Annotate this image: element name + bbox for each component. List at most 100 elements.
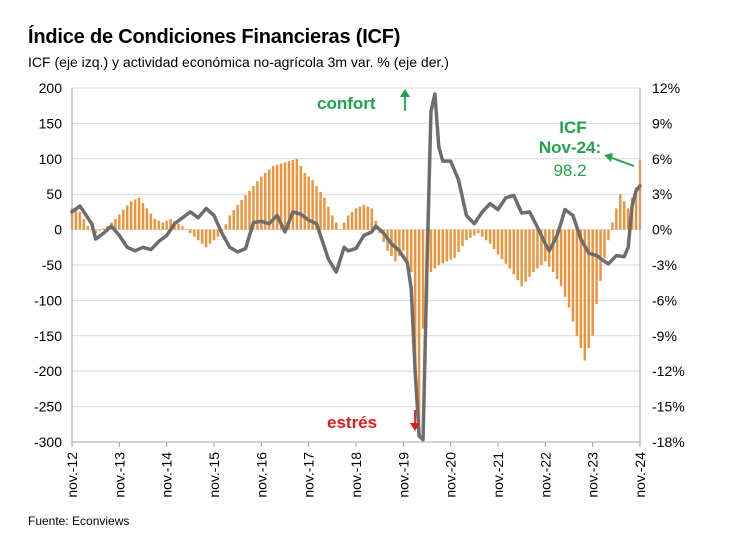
icf-bar — [236, 204, 239, 230]
icf-bar — [358, 206, 362, 230]
icf-bar — [603, 229, 606, 258]
icf-bar — [437, 229, 441, 265]
icf-bar — [268, 169, 271, 230]
y-left-tick-label: 150 — [39, 115, 63, 131]
x-tick-label: nov.-15 — [206, 452, 222, 498]
icf-bar — [161, 222, 164, 230]
icf-bar — [331, 215, 334, 230]
icf-bar — [571, 229, 575, 322]
icf-bar — [477, 229, 480, 234]
icf-bar — [275, 164, 279, 230]
x-tick-label: nov.-17 — [301, 452, 317, 498]
icf-bar — [421, 229, 425, 329]
icf-bar — [563, 229, 567, 297]
icf-bar — [520, 229, 523, 287]
y-left-tick-label: 100 — [39, 151, 63, 167]
icf-bar — [197, 229, 200, 241]
icf-bar — [157, 220, 161, 230]
icf-bar — [540, 229, 543, 265]
icf-bar — [94, 229, 97, 234]
icf-bar — [528, 229, 531, 277]
icf-bar — [169, 218, 172, 230]
icf-bar — [362, 204, 366, 230]
y-right-tick-label: 9% — [652, 115, 672, 131]
icf-bar — [244, 195, 247, 230]
icf-bar — [307, 176, 310, 230]
icf-bar — [406, 229, 409, 262]
y-right-tick-label: -12% — [652, 363, 685, 379]
icf-bar — [469, 229, 472, 238]
x-tick-label: nov.-14 — [159, 452, 175, 498]
x-tick-label: nov.-13 — [111, 452, 127, 498]
icf-bar — [398, 229, 401, 257]
icf-bar — [287, 161, 291, 230]
icf-bar — [532, 229, 535, 273]
icf-bar — [252, 185, 255, 230]
icf-bar — [82, 218, 86, 230]
icf-bar — [611, 222, 614, 230]
icf-bar — [457, 229, 460, 253]
x-tick-label: nov.-23 — [585, 452, 601, 498]
icf-bar — [319, 191, 322, 230]
icf-bar — [599, 229, 602, 281]
icf-bar — [133, 199, 137, 230]
x-axis-labels: nov.-12 nov.-13 nov.-14 nov.-15 nov.-16 nov.-… — [64, 452, 648, 498]
icf-bar — [496, 229, 500, 255]
icf-bar — [74, 210, 78, 230]
icf-bar — [271, 165, 275, 230]
y-axis-left-labels: 200 150 100 50 0 -50 -100 -150 -200 -250 -300 — [34, 80, 62, 450]
x-tick-label: nov.-12 — [64, 452, 80, 498]
y-right-tick-label: -15% — [652, 399, 685, 415]
icf-bar — [579, 229, 583, 349]
x-tick-label: nov.-22 — [537, 452, 553, 498]
icf-bar — [370, 208, 374, 230]
icf-bar — [567, 229, 571, 308]
icf-bar — [461, 229, 464, 247]
x-tick-label: nov.-19 — [395, 452, 411, 498]
x-tick-label: nov.-18 — [348, 452, 364, 498]
icf-bar — [153, 218, 157, 230]
icf-bar — [619, 194, 622, 230]
icf-bar — [299, 165, 303, 230]
y-left-tick-label: -300 — [34, 434, 62, 450]
x-tick-label: nov.-16 — [253, 452, 269, 498]
y-left-tick-label: 200 — [39, 80, 63, 96]
icf-bar — [224, 224, 228, 230]
icf-bar — [524, 229, 527, 282]
icf-bar — [256, 181, 259, 230]
icf-bar — [492, 229, 496, 250]
icf-bar — [626, 208, 630, 230]
icf-bar — [208, 229, 212, 244]
icf-bar — [114, 218, 117, 230]
icf-bar — [78, 211, 82, 230]
icf-bar — [417, 229, 421, 435]
y-right-tick-label: 12% — [652, 80, 680, 96]
icf-bar — [429, 229, 433, 273]
icf-bar — [248, 190, 251, 230]
icf-bar — [354, 208, 358, 230]
icf-bar — [204, 229, 208, 248]
icf-bar — [232, 210, 235, 230]
y-right-tick-label: -18% — [652, 434, 685, 450]
annotation-icf-date: Nov-24: — [539, 138, 601, 157]
icf-bar — [339, 229, 342, 231]
icf-bar — [315, 185, 318, 230]
icf-bar — [126, 205, 129, 230]
icf-bar — [583, 229, 587, 361]
icf-bar — [200, 229, 204, 244]
icf-bar — [410, 229, 413, 273]
icf-bar — [212, 229, 216, 241]
icf-bar — [240, 200, 243, 230]
y-left-tick-label: -100 — [34, 292, 62, 308]
icf-bar — [264, 172, 267, 230]
annotation-icf-label: ICF — [559, 118, 586, 137]
icf-bar — [216, 229, 220, 237]
icf-bar — [500, 229, 504, 260]
icf-bar — [555, 229, 559, 280]
x-tick-label: nov.-21 — [490, 452, 506, 498]
annotation-confort: confort — [317, 94, 376, 113]
y-axis-right-labels: 12% 9% 6% 3% 0% -3% -6% -9% -12% -15% -18% — [652, 80, 685, 450]
icf-bar — [587, 229, 590, 349]
icf-bar — [508, 229, 512, 269]
icf-bar — [193, 229, 196, 237]
